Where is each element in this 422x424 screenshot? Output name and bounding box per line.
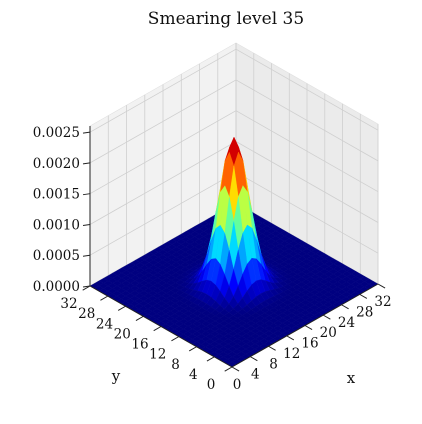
x-tick [231,366,240,372]
x-tick-label: 28 [356,304,373,320]
y-tick-label: 12 [149,347,166,363]
z-tick-label: 0.0020 [33,156,80,172]
x-tick-label: 8 [269,356,278,372]
z-tick [82,131,91,134]
grid-line-z [89,79,379,164]
y-tick [117,305,126,311]
y-tick [171,336,179,342]
x-tick [323,314,331,320]
z-tick [82,285,91,288]
grid-line-z [89,48,379,133]
z-tick-label: 0.0010 [33,217,80,233]
x-tick [286,335,295,341]
y-tick-label: 0 [207,377,216,393]
x-tick-label: 32 [374,294,391,310]
x-tick [304,325,313,330]
x-tick-label: 0 [233,377,242,393]
tick-labels: 0481216202428320481216202428320.00000.00… [33,125,392,393]
y-tick [135,315,144,321]
z-tick [82,162,91,165]
z-tick-label: 0.0000 [33,279,80,295]
z-tick-label: 0.0005 [33,248,80,264]
grid-line-z [89,110,379,195]
z-tick-label: 0.0025 [33,125,80,141]
x-tick-label: 16 [301,336,318,352]
y-tick-label: 8 [171,357,180,373]
x-tick-label: 20 [320,325,337,341]
z-tick [82,223,91,226]
x-tick-label: 24 [338,315,355,331]
z-tick [82,254,91,257]
x-tick-label: 4 [251,367,260,383]
y-tick [188,346,197,352]
y-tick [206,356,215,362]
y-tick [224,366,233,372]
x-tick [250,356,258,362]
x-tick [359,293,368,299]
y-tick-label: 4 [189,367,198,383]
z-tick [82,193,91,196]
x-tick [268,345,276,351]
y-tick-label: 20 [114,326,131,342]
y-tick-label: 24 [96,316,113,332]
chart-title: Smearing level 35 [148,9,304,29]
y-tick [100,295,108,301]
x-axis-label: x [347,369,356,387]
z-tick-label: 0.0015 [33,187,80,203]
y-tick-label: 16 [131,337,148,353]
y-tick [82,285,91,291]
x-tick-label: 12 [283,346,300,362]
y-tick-label: 28 [78,306,95,322]
x-tick [377,283,386,289]
y-tick [153,326,162,332]
y-axis-label: y [111,367,121,385]
surface-plot [89,136,379,368]
x-tick [341,304,349,310]
y-tick-label: 32 [60,296,77,312]
